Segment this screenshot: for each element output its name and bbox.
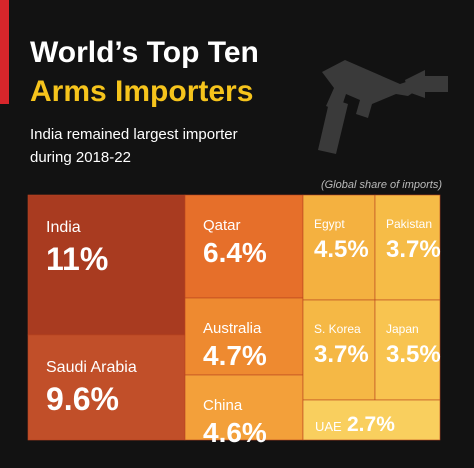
cell-label: Japan	[386, 322, 419, 336]
cell-label: UAE	[315, 419, 342, 434]
value-label: 3.7%	[386, 236, 441, 263]
value-label: 9.6%	[46, 381, 119, 417]
subtitle-line: India remained largest importer	[30, 126, 238, 143]
cell-label: Australia	[203, 320, 262, 337]
note: (Global share of imports)	[321, 179, 442, 191]
value-label: 3.7%	[314, 341, 369, 368]
treemap-cell	[374, 194, 441, 301]
cell-label: Saudi Arabia	[46, 359, 137, 376]
gun-icon	[318, 60, 448, 154]
value-label: 4.6%	[203, 417, 267, 448]
treemap-cell	[27, 334, 186, 441]
value-label: 3.5%	[386, 341, 441, 368]
treemap-cell	[302, 194, 376, 301]
cell-label: S. Korea	[314, 322, 361, 336]
value-label: 6.4%	[203, 237, 267, 268]
cell-label: China	[203, 397, 243, 414]
treemap-cell	[374, 299, 441, 401]
title-line: Arms Importers	[30, 75, 253, 108]
accent-bar	[0, 0, 9, 104]
treemap-cell	[184, 374, 304, 441]
cell-label: India	[46, 219, 81, 236]
value-label: 2.7%	[347, 413, 395, 436]
treemap-cell	[302, 399, 441, 441]
value-label: 11%	[46, 241, 108, 277]
subtitle-line: during 2018-22	[30, 149, 131, 166]
cell-label: Pakistan	[386, 217, 432, 231]
treemap-cell	[302, 299, 376, 401]
treemap-cell	[27, 194, 186, 336]
value-label: 4.7%	[203, 340, 267, 371]
treemap-cell	[184, 194, 304, 299]
cell-label: Egypt	[314, 217, 345, 231]
title-line: World’s Top Ten	[30, 36, 259, 69]
cell-label: Qatar	[203, 217, 241, 234]
value-label: 4.5%	[314, 236, 369, 263]
treemap: India 11% Saudi Arabia 9.6% Qatar 6.4% Austral…	[27, 194, 441, 448]
